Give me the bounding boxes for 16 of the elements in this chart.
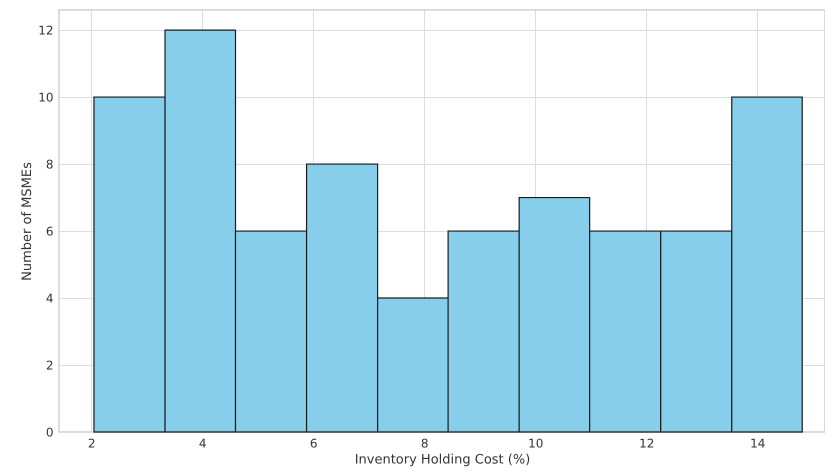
x-axis-title: Inventory Holding Cost (%) [354,452,530,468]
y-tick-label: 4 [46,292,54,306]
y-axis-title: Number of MSMEs [20,162,36,281]
x-tick-label: 2 [88,436,96,450]
y-tick-label: 0 [46,426,54,440]
y-tick-label: 6 [46,224,54,239]
y-tick-label: 12 [38,24,54,38]
y-tick-label: 10 [38,90,54,105]
y-tick-label: 8 [46,158,54,172]
x-tick-label: 8 [420,436,429,450]
x-tick-label: 14 [750,436,766,450]
y-tick-label: 2 [46,358,54,373]
x-tick-label: 12 [639,436,654,450]
x-tick-label: 10 [528,436,544,450]
x-tick-label: 4 [198,436,207,450]
x-tick-label: 6 [310,436,318,450]
